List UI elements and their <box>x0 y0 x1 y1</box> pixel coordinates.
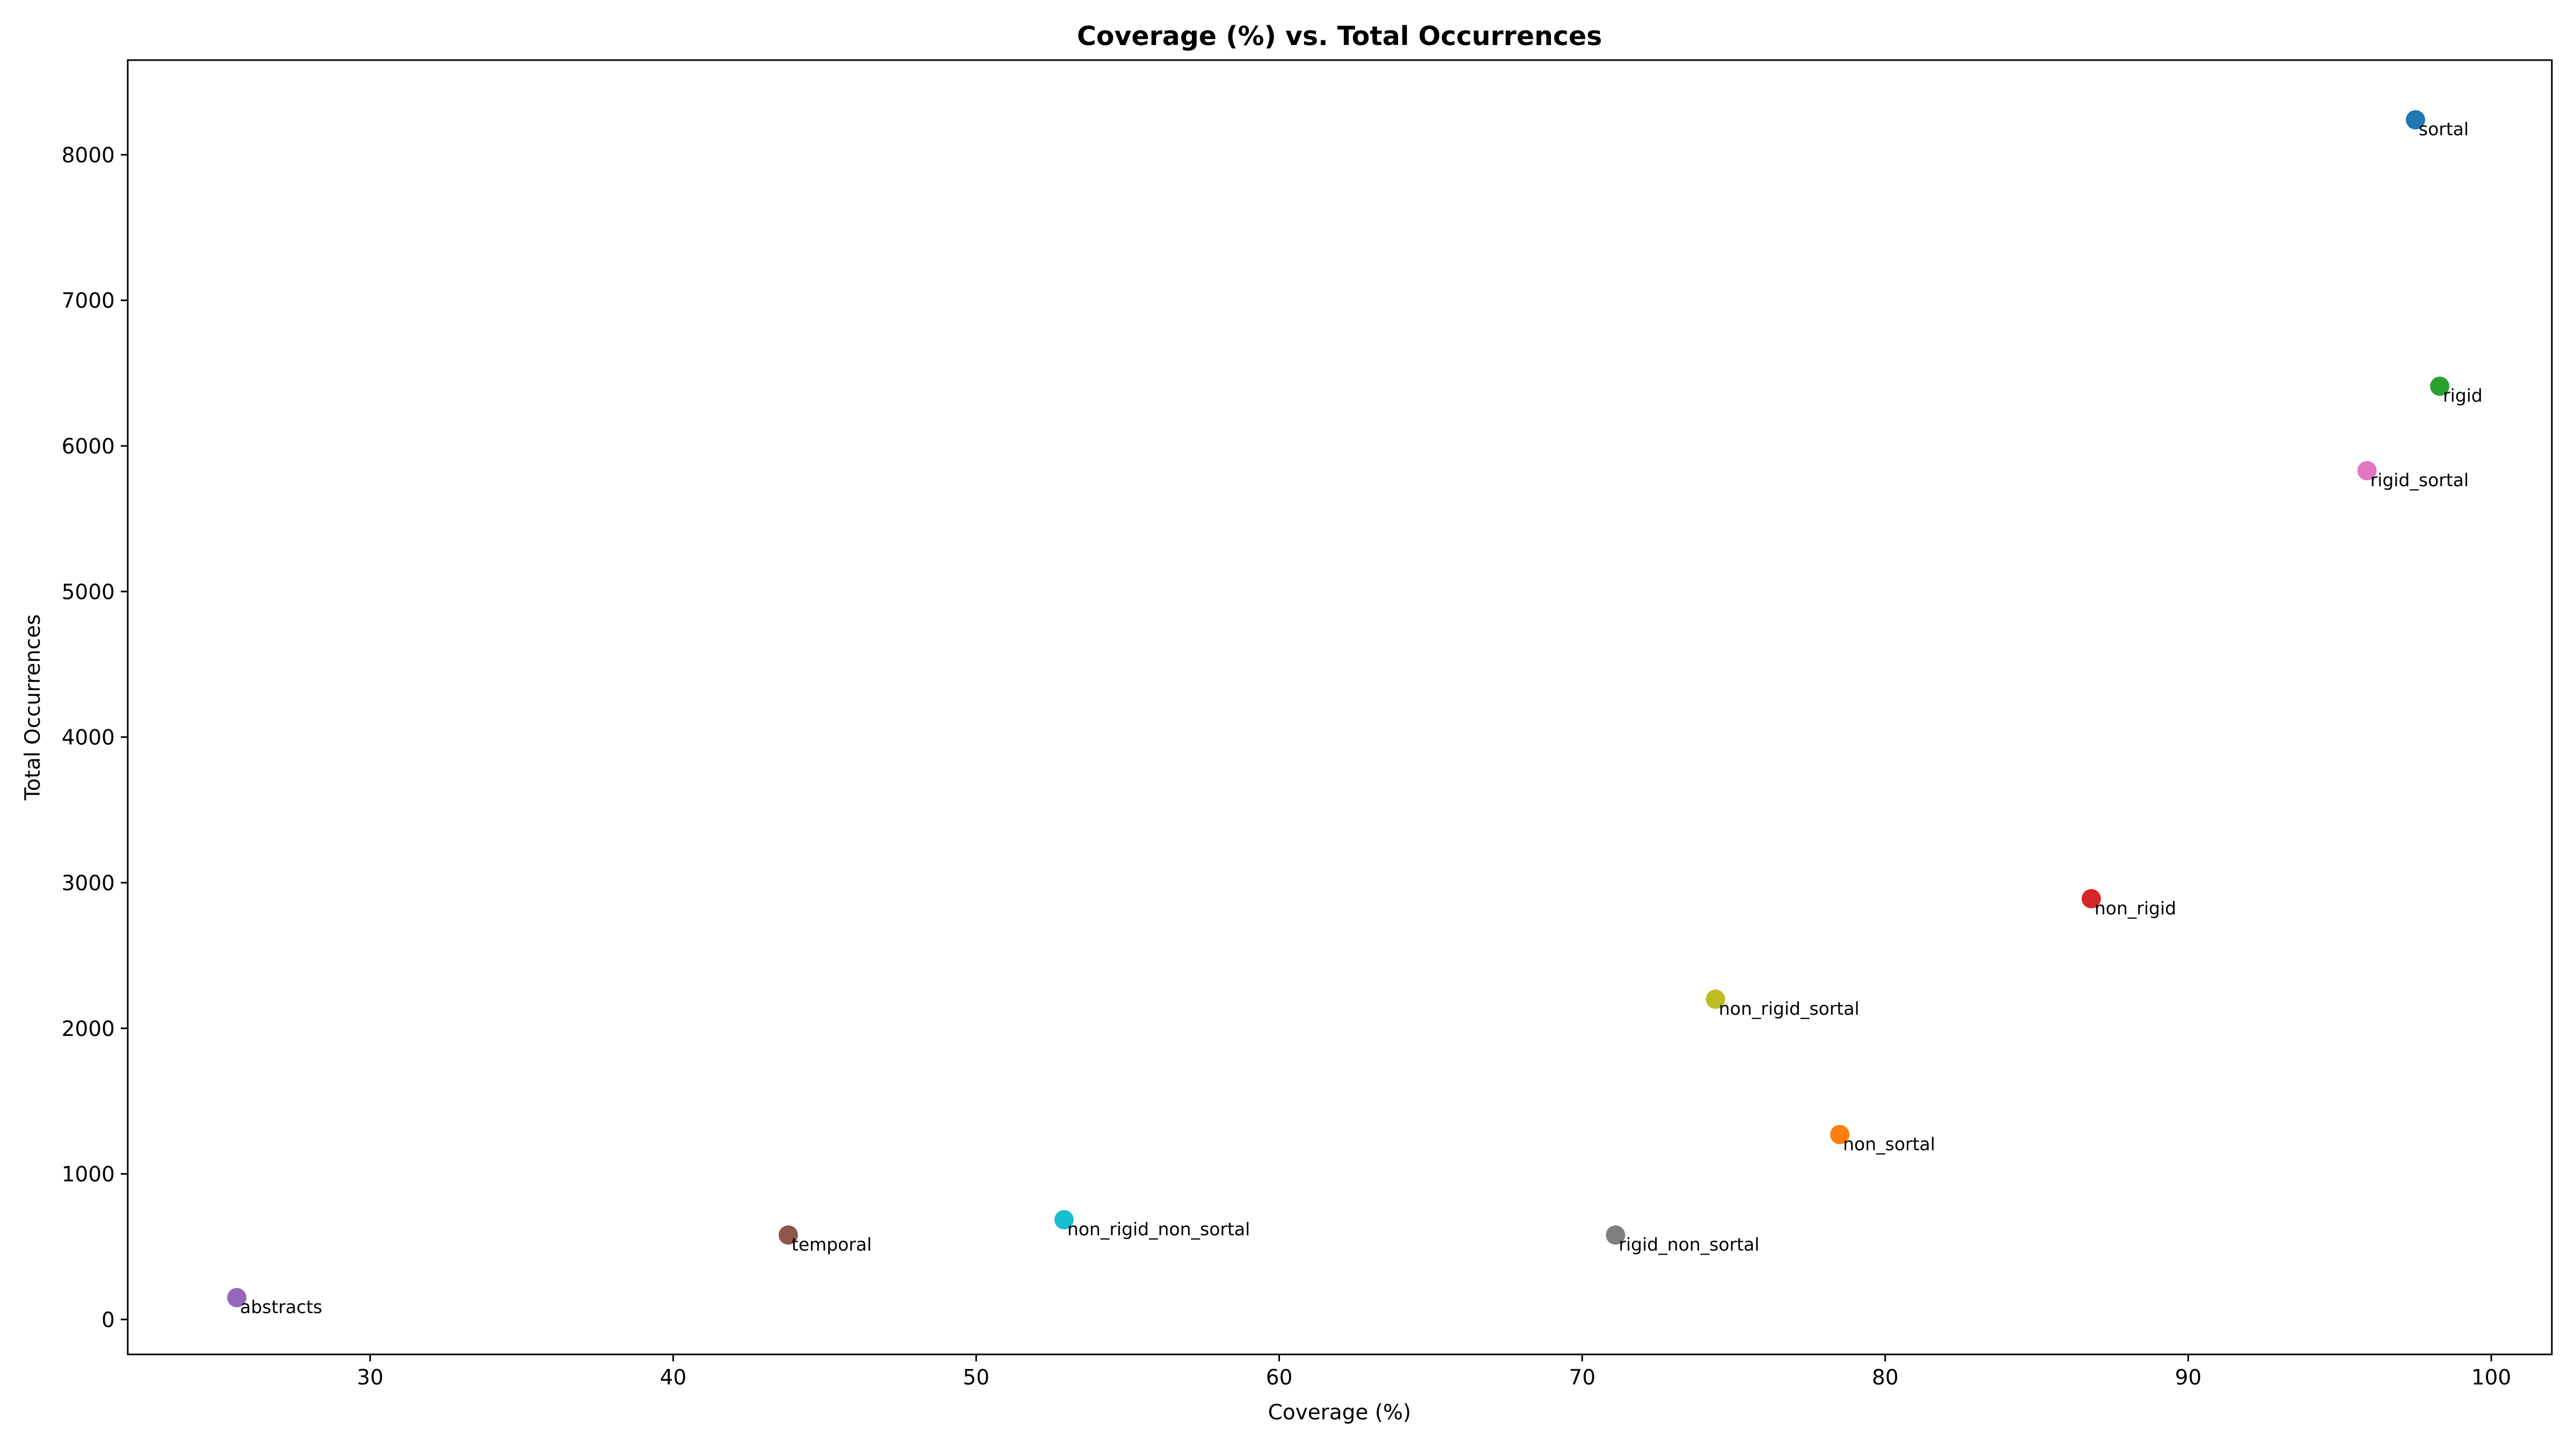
point-label-non-sortal: non_sortal <box>1843 1133 1935 1154</box>
data-points: sortal non_sortal rigid non_rigid abstracts t… <box>227 110 2483 1317</box>
data-point-non-rigid-sortal <box>1706 989 1725 1009</box>
y-axis: 0 1000 2000 3000 4000 5000 6000 7000 8000 <box>62 143 128 1332</box>
data-point-non-rigid <box>2081 889 2101 908</box>
point-label-rigid: rigid <box>2443 385 2483 406</box>
y-tick-label: 3000 <box>62 871 115 896</box>
data-point-non-rigid-non-sortal <box>1054 1210 1074 1230</box>
point-label-sortal: sortal <box>2419 119 2469 140</box>
point-label-rigid-non-sortal: rigid_non_sortal <box>1619 1234 1759 1255</box>
y-axis-label: Total Occurrences <box>21 614 45 801</box>
x-tick-label: 100 <box>2471 1366 2511 1390</box>
y-tick-label: 2000 <box>62 1017 115 1041</box>
plot-area <box>127 59 2553 1355</box>
x-tick-label: 90 <box>2175 1366 2202 1390</box>
x-tick-label: 50 <box>963 1366 990 1390</box>
y-tick-label: 8000 <box>62 143 115 167</box>
point-label-rigid-sortal: rigid_sortal <box>2370 470 2469 490</box>
y-tick-label: 0 <box>101 1308 115 1332</box>
y-tick-label: 7000 <box>62 289 115 313</box>
data-point-rigid-sortal <box>2357 461 2377 481</box>
data-point-sortal <box>2405 110 2425 130</box>
data-point-rigid-non-sortal <box>1606 1225 1626 1245</box>
x-axis: 30 40 50 60 70 80 90 100 <box>357 1354 2511 1390</box>
point-label-non-rigid-non-sortal: non_rigid_non_sortal <box>1067 1219 1250 1240</box>
point-label-non-rigid-sortal: non_rigid_sortal <box>1719 998 1860 1019</box>
x-tick-label: 30 <box>357 1366 384 1390</box>
chart-title: Coverage (%) vs. Total Occurrences <box>1077 21 1602 52</box>
x-tick-label: 60 <box>1266 1366 1293 1390</box>
x-axis-label: Coverage (%) <box>1268 1401 1411 1425</box>
point-label-temporal: temporal <box>792 1234 872 1255</box>
data-point-abstracts <box>227 1288 247 1308</box>
y-tick-label: 1000 <box>62 1163 115 1187</box>
data-point-temporal <box>778 1225 798 1245</box>
y-tick-label: 5000 <box>62 580 115 604</box>
y-tick-label: 4000 <box>62 726 115 750</box>
x-tick-label: 70 <box>1569 1366 1596 1390</box>
point-label-non-rigid: non_rigid <box>2095 898 2176 919</box>
x-tick-label: 80 <box>1872 1366 1899 1390</box>
point-label-abstracts: abstracts <box>240 1296 322 1317</box>
y-tick-label: 6000 <box>62 435 115 459</box>
data-point-non-sortal <box>1830 1125 1850 1145</box>
data-point-rigid <box>2430 376 2450 396</box>
x-tick-label: 40 <box>660 1366 687 1390</box>
